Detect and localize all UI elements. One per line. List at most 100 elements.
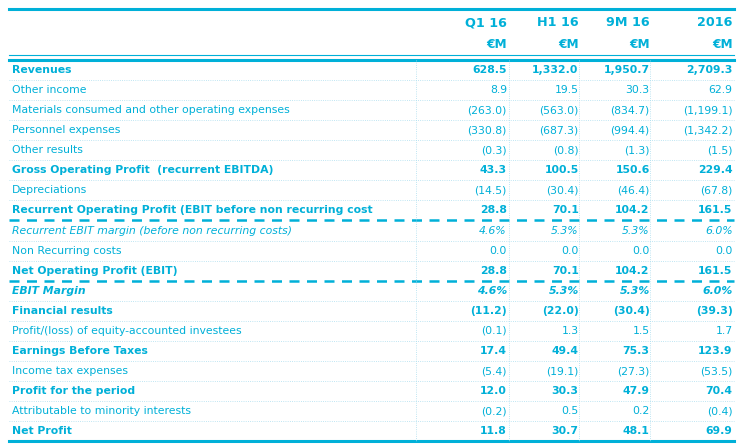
Text: 628.5: 628.5 xyxy=(472,65,507,75)
Text: 69.9: 69.9 xyxy=(706,426,733,436)
Text: €M: €M xyxy=(629,38,650,51)
Text: (687.3): (687.3) xyxy=(539,125,579,135)
Text: Attributable to minority interests: Attributable to minority interests xyxy=(12,406,191,416)
Text: 0.0: 0.0 xyxy=(562,246,579,256)
Text: (263.0): (263.0) xyxy=(468,105,507,115)
Text: 104.2: 104.2 xyxy=(615,206,650,215)
Text: (0.4): (0.4) xyxy=(707,406,733,416)
Text: 48.1: 48.1 xyxy=(623,426,650,436)
Text: 0.0: 0.0 xyxy=(716,246,733,256)
Text: 28.8: 28.8 xyxy=(480,266,507,276)
Text: 30.3: 30.3 xyxy=(552,386,579,396)
Text: Revenues: Revenues xyxy=(12,65,71,75)
Text: 5.3%: 5.3% xyxy=(548,286,579,296)
Text: EBIT Margin: EBIT Margin xyxy=(12,286,85,296)
Text: Q1 16: Q1 16 xyxy=(465,16,507,29)
Text: (39.3): (39.3) xyxy=(696,306,733,316)
Text: 70.4: 70.4 xyxy=(706,386,733,396)
Text: €M: €M xyxy=(558,38,579,51)
Text: 2016: 2016 xyxy=(697,16,733,29)
Text: Other results: Other results xyxy=(12,145,83,155)
Text: 0.5: 0.5 xyxy=(562,406,579,416)
Text: Depreciations: Depreciations xyxy=(12,186,87,195)
Text: 43.3: 43.3 xyxy=(480,165,507,175)
Text: (30.4): (30.4) xyxy=(613,306,650,316)
Text: (14.5): (14.5) xyxy=(474,186,507,195)
Text: (0.1): (0.1) xyxy=(481,326,507,336)
Text: (27.3): (27.3) xyxy=(617,366,650,376)
Text: 8.9: 8.9 xyxy=(490,85,507,95)
Text: 4.6%: 4.6% xyxy=(477,286,507,296)
Text: (994.4): (994.4) xyxy=(610,125,650,135)
Text: (330.8): (330.8) xyxy=(468,125,507,135)
Text: 100.5: 100.5 xyxy=(545,165,579,175)
Text: (834.7): (834.7) xyxy=(610,105,650,115)
Text: 75.3: 75.3 xyxy=(623,346,650,356)
Text: 4.6%: 4.6% xyxy=(480,226,507,235)
Text: Non Recurring costs: Non Recurring costs xyxy=(12,246,121,256)
Text: 47.9: 47.9 xyxy=(623,386,650,396)
Text: (0.2): (0.2) xyxy=(481,406,507,416)
Text: H1 16: H1 16 xyxy=(537,16,579,29)
Text: 2,709.3: 2,709.3 xyxy=(686,65,733,75)
Text: Materials consumed and other operating expenses: Materials consumed and other operating e… xyxy=(12,105,289,115)
Text: 1.5: 1.5 xyxy=(633,326,650,336)
Text: 1,950.7: 1,950.7 xyxy=(604,65,650,75)
Text: (1.3): (1.3) xyxy=(625,145,650,155)
Text: (563.0): (563.0) xyxy=(539,105,579,115)
Text: 123.9: 123.9 xyxy=(698,346,733,356)
Text: Earnings Before Taxes: Earnings Before Taxes xyxy=(12,346,148,356)
Text: Net Profit: Net Profit xyxy=(12,426,72,436)
Text: 30.7: 30.7 xyxy=(552,426,579,436)
Text: 1.7: 1.7 xyxy=(716,326,733,336)
Text: €M: €M xyxy=(486,38,507,51)
Text: (30.4): (30.4) xyxy=(546,186,579,195)
Text: 70.1: 70.1 xyxy=(552,206,579,215)
Text: (46.4): (46.4) xyxy=(617,186,650,195)
Text: Recurrent Operating Profit (EBIT before non recurring cost: Recurrent Operating Profit (EBIT before … xyxy=(12,206,372,215)
Text: Profit for the period: Profit for the period xyxy=(12,386,135,396)
Text: Income tax expenses: Income tax expenses xyxy=(12,366,128,376)
Text: Personnel expenses: Personnel expenses xyxy=(12,125,120,135)
Text: 150.6: 150.6 xyxy=(616,165,650,175)
Text: (22.0): (22.0) xyxy=(542,306,579,316)
Text: (53.5): (53.5) xyxy=(700,366,733,376)
Text: 0.2: 0.2 xyxy=(633,406,650,416)
Text: Gross Operating Profit  (recurrent EBITDA): Gross Operating Profit (recurrent EBITDA… xyxy=(12,165,273,175)
Text: (11.2): (11.2) xyxy=(471,306,507,316)
Text: 49.4: 49.4 xyxy=(552,346,579,356)
Text: Other income: Other income xyxy=(12,85,87,95)
Text: (67.8): (67.8) xyxy=(700,186,733,195)
Text: 161.5: 161.5 xyxy=(699,266,733,276)
Text: 161.5: 161.5 xyxy=(699,206,733,215)
Text: 0.0: 0.0 xyxy=(490,246,507,256)
Text: 12.0: 12.0 xyxy=(480,386,507,396)
Text: 19.5: 19.5 xyxy=(555,85,579,95)
Text: Financial results: Financial results xyxy=(12,306,112,316)
Text: Net Operating Profit (EBIT): Net Operating Profit (EBIT) xyxy=(12,266,178,276)
Text: 5.3%: 5.3% xyxy=(551,226,579,235)
Text: 6.0%: 6.0% xyxy=(702,286,733,296)
Text: Profit/(loss) of equity-accounted investees: Profit/(loss) of equity-accounted invest… xyxy=(12,326,241,336)
Text: 30.3: 30.3 xyxy=(625,85,650,95)
Text: (1.5): (1.5) xyxy=(707,145,733,155)
Text: €M: €M xyxy=(712,38,733,51)
Text: 62.9: 62.9 xyxy=(709,85,733,95)
Text: 11.8: 11.8 xyxy=(480,426,507,436)
Text: (0.8): (0.8) xyxy=(553,145,579,155)
Text: 28.8: 28.8 xyxy=(480,206,507,215)
Text: 9M 16: 9M 16 xyxy=(606,16,650,29)
Text: 1.3: 1.3 xyxy=(562,326,579,336)
Text: 17.4: 17.4 xyxy=(480,346,507,356)
Text: 1,332.0: 1,332.0 xyxy=(532,65,579,75)
Text: 229.4: 229.4 xyxy=(698,165,733,175)
Text: (5.4): (5.4) xyxy=(482,366,507,376)
Text: 0.0: 0.0 xyxy=(633,246,650,256)
Text: Recurrent EBIT margin (before non recurring costs): Recurrent EBIT margin (before non recurr… xyxy=(12,226,292,235)
Text: (1,199.1): (1,199.1) xyxy=(683,105,733,115)
Text: (1,342.2): (1,342.2) xyxy=(683,125,733,135)
Text: 70.1: 70.1 xyxy=(552,266,579,276)
Text: (19.1): (19.1) xyxy=(546,366,579,376)
Text: 6.0%: 6.0% xyxy=(705,226,733,235)
Text: 5.3%: 5.3% xyxy=(622,226,650,235)
